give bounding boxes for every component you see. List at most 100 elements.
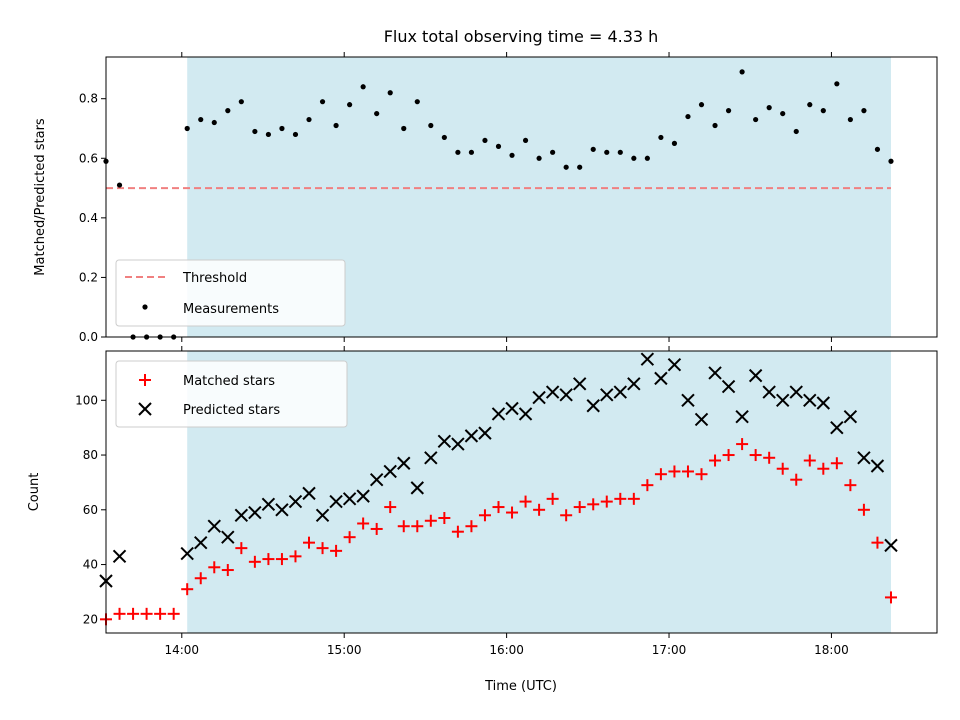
- measurement-point: [780, 110, 786, 117]
- matched-point: [127, 607, 140, 620]
- x-tick-label: 17:00: [652, 643, 687, 657]
- matched-point: [303, 536, 316, 549]
- measurement-point: [550, 149, 556, 155]
- y-tick-label: 0.6: [79, 151, 98, 165]
- matched-point: [140, 607, 153, 620]
- matched-point: [668, 465, 681, 478]
- predicted-point: [505, 401, 519, 416]
- measurement-point: [563, 164, 569, 170]
- measurement-point: [495, 143, 502, 149]
- matched-point: [533, 503, 546, 516]
- predicted-point: [248, 505, 262, 520]
- matched-point: [614, 492, 627, 505]
- ratio-legend-box: [115, 259, 346, 327]
- measurement-point: [509, 152, 515, 158]
- predicted-point: [207, 519, 221, 533]
- ratio-legend: Threshold Measurements: [115, 259, 346, 327]
- predicted-point: [681, 393, 695, 407]
- predicted-point: [613, 385, 628, 399]
- predicted-point: [275, 503, 289, 517]
- measurement-point: [685, 113, 691, 120]
- matched-legend-label: Matched stars: [183, 374, 275, 389]
- predicted-point: [816, 396, 831, 410]
- matched-point: [451, 525, 464, 538]
- matched-point: [208, 561, 221, 574]
- measurement-point: [441, 134, 447, 141]
- ratio-plot-frame: [105, 56, 938, 338]
- predicted-point: [315, 508, 330, 522]
- threshold-legend-label: Threshold: [182, 271, 247, 286]
- predicted-point: [789, 385, 803, 399]
- predicted-point: [830, 420, 844, 435]
- matched-point: [871, 536, 884, 549]
- measurement-point: [360, 84, 366, 90]
- measurement-point: [617, 149, 623, 155]
- measurement-point: [306, 116, 312, 123]
- measurement-point: [374, 110, 380, 117]
- predicted-point: [194, 535, 208, 550]
- predicted-point: [803, 393, 817, 407]
- predicted-point: [302, 486, 316, 501]
- measurement-point: [658, 134, 664, 141]
- matched-point: [600, 495, 613, 508]
- matched-point: [776, 462, 789, 475]
- matched-point: [370, 522, 383, 535]
- predicted-point: [397, 456, 411, 470]
- matched-point: [384, 501, 397, 514]
- predicted-point: [180, 546, 194, 561]
- measurement-point: [753, 116, 759, 123]
- predicted-point: [572, 377, 587, 391]
- count-plot-frame: [105, 350, 938, 634]
- predicted-point: [532, 390, 546, 405]
- y-tick-label: 0.2: [79, 270, 98, 284]
- matched-point: [844, 479, 857, 492]
- predicted-legend-swatch: [138, 402, 152, 416]
- predicted-point: [627, 377, 641, 391]
- measurement-point: [698, 102, 705, 108]
- matched-point: [722, 449, 735, 462]
- x-tick-label: 16:00: [489, 643, 524, 657]
- matched-point: [492, 501, 505, 514]
- predicted-point: [369, 472, 384, 487]
- matched-point: [181, 583, 194, 596]
- predicted-point: [234, 508, 249, 522]
- measurement-point: [739, 69, 745, 75]
- measurement-point: [428, 122, 434, 129]
- matched-point: [343, 531, 356, 544]
- predicted-point: [451, 437, 465, 451]
- measurement-point: [820, 108, 826, 114]
- matched-point: [465, 520, 478, 533]
- predicted-point: [694, 412, 709, 427]
- measurements-legend-swatch: [142, 304, 148, 310]
- matched-point: [519, 495, 532, 508]
- x-axis-label: Time (UTC): [484, 679, 557, 694]
- measurement-point: [468, 149, 475, 155]
- matched-point: [695, 468, 708, 481]
- predicted-point: [329, 494, 343, 509]
- predicted-point: [721, 379, 736, 394]
- measurement-point: [793, 128, 799, 135]
- chart-title: Flux total observing time = 4.33 h: [384, 27, 659, 46]
- measurement-point: [292, 131, 299, 138]
- count-legend: Matched stars Predicted stars: [115, 360, 348, 428]
- predicted-point: [857, 451, 871, 465]
- matched-point: [275, 553, 288, 566]
- predicted-point: [288, 494, 303, 509]
- predicted-point: [600, 388, 614, 402]
- x-tick-label: 14:00: [164, 643, 199, 657]
- predicted-point: [586, 399, 600, 413]
- count-data-marks: [99, 352, 898, 626]
- measurement-point: [211, 119, 217, 126]
- measurement-point: [766, 105, 772, 111]
- measurement-point: [834, 81, 840, 87]
- ratio-y-axis-label: Matched/Predicted stars: [33, 118, 48, 276]
- measurement-point: [455, 149, 461, 155]
- matched-legend-swatch: [139, 374, 151, 386]
- predicted-point: [735, 410, 749, 424]
- matched-point: [316, 542, 329, 555]
- predicted-point: [478, 426, 492, 440]
- measurement-point: [847, 116, 853, 123]
- predicted-point: [437, 434, 452, 449]
- measurement-point: [401, 125, 407, 132]
- predicted-point: [221, 530, 235, 544]
